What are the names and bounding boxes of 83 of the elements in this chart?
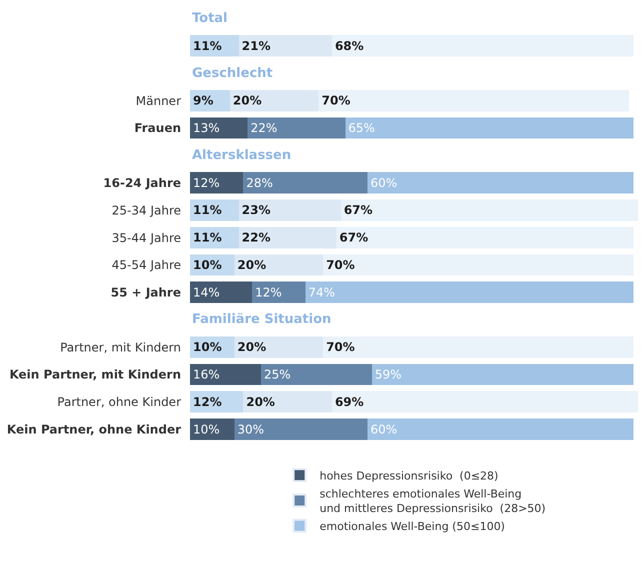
legend-label: hohes Depressionsrisiko (0≤28) <box>320 469 498 482</box>
data-label: 68% <box>334 38 364 53</box>
bar <box>336 226 634 248</box>
bar <box>305 282 634 304</box>
data-label: 11% <box>193 203 222 218</box>
data-label: 9% <box>193 94 214 108</box>
data-label: 20% <box>246 394 275 409</box>
data-label: 22% <box>250 121 278 135</box>
data-label: 28% <box>246 176 273 190</box>
data-label: 14% <box>193 285 220 300</box>
data-label: 23% <box>242 203 271 218</box>
bar <box>340 199 638 221</box>
data-label: 21% <box>242 38 271 53</box>
bar <box>238 199 341 221</box>
bar <box>190 364 261 386</box>
bar <box>252 282 306 304</box>
data-label: 20% <box>237 258 266 272</box>
bar <box>230 90 319 112</box>
bar <box>332 35 634 57</box>
y-tick-label: Partner, ohne Kinder <box>57 395 182 410</box>
bar <box>318 90 630 112</box>
y-tick-label: 55 + Jahre <box>110 286 181 300</box>
data-label: 22% <box>242 230 271 245</box>
bar <box>323 336 634 358</box>
y-tick-label: 45-54 Jahre <box>112 258 181 272</box>
data-label: 13% <box>193 121 220 135</box>
bar <box>234 418 368 440</box>
y-tick-label: Familiäre Situation <box>192 312 332 327</box>
data-label: 60% <box>370 422 398 436</box>
bar <box>260 364 372 386</box>
data-label: 10% <box>193 422 220 436</box>
bar <box>234 254 324 276</box>
data-label: 67% <box>339 230 368 245</box>
legend-label: emotionales Well-Being (50≤100) <box>320 520 505 534</box>
data-label: 69% <box>334 394 364 409</box>
bar <box>243 172 368 194</box>
bar <box>238 226 336 248</box>
y-tick-label: Männer <box>136 94 182 108</box>
y-tick-label: Kein Partner, mit Kindern <box>9 368 181 382</box>
y-tick-label: Partner, mit Kindern <box>60 340 181 354</box>
data-label: 65% <box>348 121 375 135</box>
data-label: 70% <box>326 258 355 272</box>
data-label: 16% <box>193 368 220 382</box>
bar <box>323 254 634 276</box>
bar <box>367 172 634 194</box>
bar <box>238 35 332 57</box>
bar <box>372 364 634 386</box>
y-tick-label: Kein Partner, ohne Kinder <box>6 422 182 436</box>
legend-label: schlechteres emotionales Well-Being und mittleres Depressionsrisiko (28>50) <box>320 488 546 515</box>
bar <box>345 117 634 139</box>
bar <box>234 336 324 358</box>
bar <box>243 391 332 413</box>
y-tick-label: Altersklassen <box>192 148 292 163</box>
bar <box>190 418 234 440</box>
y-tick-label: 35-44 Jahre <box>112 230 181 245</box>
bar <box>190 172 244 194</box>
bar <box>190 282 252 304</box>
data-label: 67% <box>344 203 373 218</box>
y-tick-label: 25-34 Jahre <box>112 203 181 218</box>
y-tick-label: Geschlecht <box>192 66 273 81</box>
bar <box>190 117 248 139</box>
y-tick-label: Frauen <box>134 121 181 136</box>
y-tick-label: 16-24 Jahre <box>103 176 181 190</box>
data-label: 12% <box>255 285 282 300</box>
data-label: 60% <box>370 176 398 190</box>
data-label: 25% <box>264 368 291 382</box>
data-label: 10% <box>193 340 222 354</box>
bar <box>332 391 638 413</box>
data-label: 12% <box>193 394 222 409</box>
y-tick-label: Total <box>192 11 228 26</box>
data-label: 70% <box>326 340 355 354</box>
data-label: 20% <box>237 340 266 354</box>
data-label: 20% <box>232 94 262 108</box>
data-label: 12% <box>193 176 220 190</box>
data-label: 10% <box>193 258 222 272</box>
data-label: 70% <box>322 94 350 108</box>
data-label: 30% <box>237 422 264 436</box>
bar <box>248 117 346 139</box>
data-label: 11% <box>193 230 222 245</box>
data-label: 11% <box>193 38 222 53</box>
bar <box>367 418 634 440</box>
data-label: 74% <box>308 285 335 300</box>
data-label: 59% <box>374 368 402 382</box>
